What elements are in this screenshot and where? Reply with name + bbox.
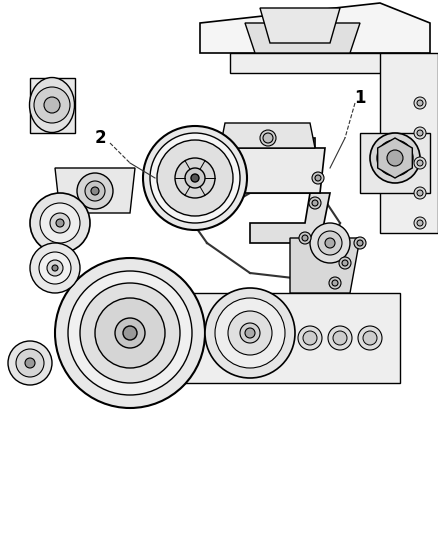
Circle shape <box>414 127 426 139</box>
Circle shape <box>339 257 351 269</box>
Polygon shape <box>290 238 360 293</box>
Circle shape <box>417 160 423 166</box>
Circle shape <box>414 217 426 229</box>
Circle shape <box>56 219 64 227</box>
Polygon shape <box>260 8 340 43</box>
Circle shape <box>363 331 377 345</box>
Circle shape <box>115 318 145 348</box>
Ellipse shape <box>195 138 315 188</box>
Circle shape <box>414 157 426 169</box>
Text: 2: 2 <box>94 129 106 147</box>
Circle shape <box>303 331 317 345</box>
Circle shape <box>95 298 165 368</box>
Circle shape <box>333 331 347 345</box>
Circle shape <box>157 140 233 216</box>
Circle shape <box>417 100 423 106</box>
Circle shape <box>310 223 350 263</box>
Circle shape <box>417 130 423 136</box>
Circle shape <box>25 358 35 368</box>
Polygon shape <box>245 23 360 53</box>
Circle shape <box>332 280 338 286</box>
Polygon shape <box>378 138 412 178</box>
Circle shape <box>30 193 90 253</box>
Circle shape <box>80 283 180 383</box>
Circle shape <box>123 326 137 340</box>
Circle shape <box>68 271 192 395</box>
Circle shape <box>329 277 341 289</box>
Circle shape <box>299 232 311 244</box>
Polygon shape <box>200 3 430 53</box>
Circle shape <box>417 190 423 196</box>
Circle shape <box>245 328 255 338</box>
Circle shape <box>47 260 63 276</box>
Circle shape <box>143 126 247 230</box>
Circle shape <box>215 298 285 368</box>
Circle shape <box>302 235 308 241</box>
Polygon shape <box>220 123 315 148</box>
Circle shape <box>414 97 426 109</box>
Circle shape <box>8 341 52 385</box>
Circle shape <box>312 200 318 206</box>
Circle shape <box>40 203 80 243</box>
Circle shape <box>52 265 58 271</box>
Circle shape <box>85 181 105 201</box>
Circle shape <box>30 243 80 293</box>
Polygon shape <box>210 148 325 193</box>
Text: 1: 1 <box>354 89 366 107</box>
Circle shape <box>325 238 335 248</box>
Circle shape <box>414 187 426 199</box>
Polygon shape <box>380 53 438 233</box>
Circle shape <box>175 158 215 198</box>
Circle shape <box>358 326 382 350</box>
Circle shape <box>370 133 420 183</box>
Circle shape <box>357 240 363 246</box>
Circle shape <box>34 87 70 123</box>
Circle shape <box>185 168 205 188</box>
Circle shape <box>354 237 366 249</box>
Circle shape <box>417 220 423 226</box>
Circle shape <box>50 213 70 233</box>
Circle shape <box>312 172 324 184</box>
Circle shape <box>77 173 113 209</box>
Polygon shape <box>30 78 75 133</box>
Polygon shape <box>360 133 430 193</box>
Circle shape <box>309 197 321 209</box>
Circle shape <box>260 130 276 146</box>
Circle shape <box>44 97 60 113</box>
Polygon shape <box>230 53 420 73</box>
Circle shape <box>328 326 352 350</box>
Polygon shape <box>55 168 135 213</box>
Circle shape <box>263 133 273 143</box>
Circle shape <box>91 187 99 195</box>
Circle shape <box>342 260 348 266</box>
Ellipse shape <box>29 77 74 133</box>
Circle shape <box>315 175 321 181</box>
Polygon shape <box>250 193 330 243</box>
Circle shape <box>387 150 403 166</box>
Circle shape <box>377 140 413 176</box>
Circle shape <box>298 326 322 350</box>
Circle shape <box>191 174 199 182</box>
Circle shape <box>150 133 240 223</box>
Circle shape <box>39 252 71 284</box>
Circle shape <box>228 311 272 355</box>
Circle shape <box>205 288 295 378</box>
Circle shape <box>16 349 44 377</box>
Bar <box>195 138 315 188</box>
Circle shape <box>240 323 260 343</box>
Circle shape <box>55 258 205 408</box>
Circle shape <box>318 231 342 255</box>
Polygon shape <box>80 293 400 383</box>
